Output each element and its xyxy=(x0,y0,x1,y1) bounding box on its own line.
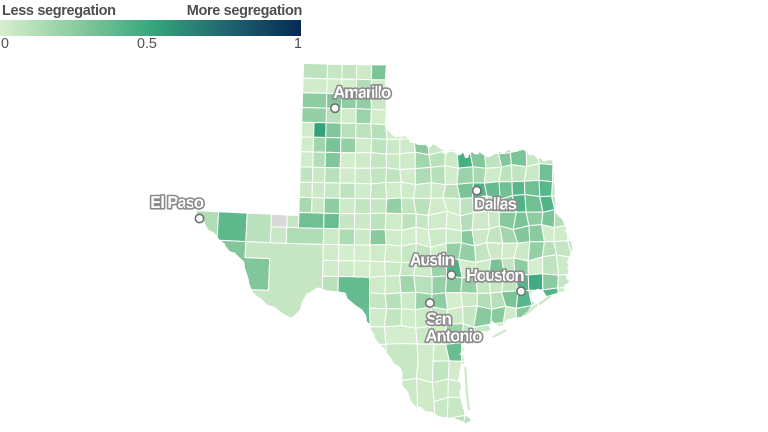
svg-text:Antonio: Antonio xyxy=(425,327,482,346)
svg-text:El Paso: El Paso xyxy=(150,193,204,212)
svg-text:Austin: Austin xyxy=(410,250,455,269)
svg-text:San: San xyxy=(426,310,452,329)
svg-text:Dallas: Dallas xyxy=(474,195,517,214)
svg-text:Amarillo: Amarillo xyxy=(333,83,391,102)
svg-text:Houston: Houston xyxy=(466,266,525,285)
